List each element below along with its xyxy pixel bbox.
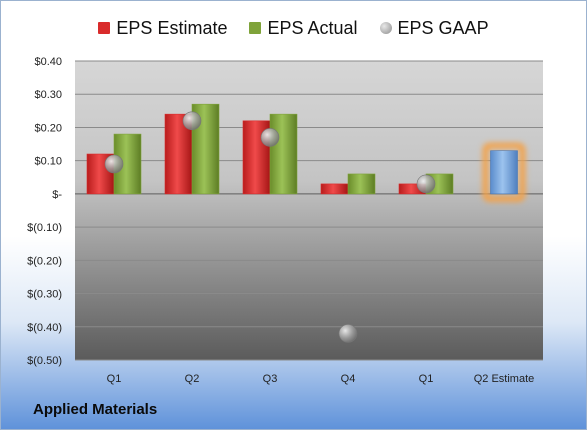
y-tick-label: $0.30 [34, 89, 62, 101]
dot-eps-gaap [182, 111, 202, 131]
y-tick-label: $(0.30) [27, 289, 62, 301]
x-tick-label: Q2 [185, 373, 200, 385]
chart-marks [86, 103, 526, 343]
x-tick-label: Q1 [107, 373, 122, 385]
x-tick-label: Q2 Estimate [474, 373, 535, 385]
legend-swatch-gaap [379, 22, 392, 34]
y-axis: $0.40 $0.30 $0.20 $0.10 $- $(0.10) $(0.20) $(0.… [27, 56, 62, 367]
company-name: Applied Materials [33, 401, 158, 418]
y-tick-label: $(0.10) [27, 222, 62, 234]
dot-eps-gaap [338, 324, 358, 343]
dot-eps-gaap [416, 174, 436, 194]
legend-label-estimate: EPS Estimate [116, 17, 228, 38]
legend-swatch-estimate [98, 22, 111, 34]
gridlines [75, 60, 543, 361]
x-tick-label: Q1 [419, 373, 434, 385]
dot-eps-gaap [260, 128, 280, 147]
bar-eps-actual [347, 173, 376, 195]
bar-eps-actual [269, 113, 298, 195]
legend-item-gaap: EPS GAAP [379, 17, 489, 39]
legend-label-gaap: EPS GAAP [397, 17, 489, 38]
y-tick-label: $0.20 [34, 122, 62, 134]
x-axis: Q1 Q2 Q3 Q4 Q1 Q2 Estimate [107, 373, 535, 385]
forecast-glow [482, 142, 526, 202]
y-tick-label: $0.40 [34, 56, 62, 68]
legend-label-actual: EPS Actual [267, 17, 358, 38]
bar-eps-actual [191, 103, 220, 195]
y-tick-label: $(0.20) [27, 255, 62, 267]
legend-item-estimate: EPS Estimate [98, 18, 227, 39]
bar-eps-estimate [320, 183, 349, 195]
bar-eps-forecast [490, 150, 518, 195]
legend-item-actual: EPS Actual [249, 17, 358, 39]
plot-area [75, 61, 543, 360]
y-tick-label: $0.10 [34, 156, 62, 168]
y-tick-label: $(0.50) [27, 355, 62, 367]
y-tick-label: $(0.40) [27, 322, 62, 334]
x-tick-label: Q3 [263, 373, 278, 385]
y-tick-label: $- [52, 189, 62, 201]
legend: EPS Estimate EPS Actual EPS GAAP [0, 16, 587, 40]
x-tick-label: Q4 [341, 373, 356, 385]
dot-eps-gaap [104, 154, 124, 174]
legend-swatch-actual [249, 22, 262, 34]
